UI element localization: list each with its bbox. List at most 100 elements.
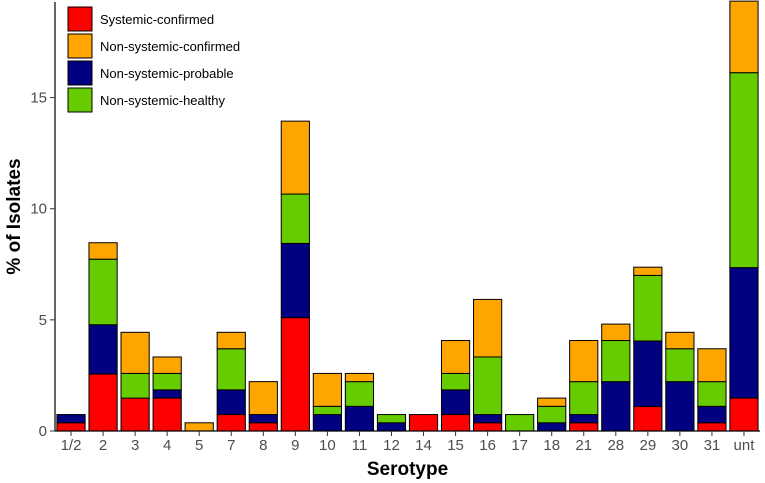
bar-9-non-systemic-confirmed [280,120,310,195]
bar-8-non-systemic-confirmed [248,381,278,416]
legend: Systemic-confirmed Non-systemic-confirmed… [67,6,240,113]
bar-7-non-systemic-confirmed [216,331,246,350]
bar-29-systemic-confirmed [633,406,663,432]
bar-29-non-systemic-confirmed [633,266,663,276]
bar-31-systemic-confirmed [697,422,727,432]
legend-swatch [67,87,93,113]
y-ticks: 0 5 10 15 [30,90,55,440]
y-axis-title: % of Isolates [4,158,25,274]
x-tick-label: 5 [195,437,203,454]
x-tick-label: 17 [511,437,528,454]
bar-5-non-systemic-confirmed [184,422,214,432]
bar-18-non-systemic-probable [537,422,567,432]
bar-15-non-systemic-confirmed [440,340,471,374]
bar-12-non-systemic-probable [376,422,407,432]
x-ticks: 1/2 2 3 4 5 7 8 9 10 11 12 14 15 16 17 18 21 28 29 30 31 unt [61,431,756,454]
bar-21-non-systemic-probable [569,414,599,424]
bar-31-non-systemic-confirmed [697,348,727,383]
x-tick-label: 12 [383,437,400,454]
bar-2-non-systemic-probable [88,324,118,375]
x-tick-label: 16 [479,437,496,454]
x-tick-label: 3 [131,437,139,454]
bar-18-non-systemic-healthy [537,405,567,424]
y-tick-label: 0 [39,423,47,440]
bar-31-non-systemic-healthy [697,381,727,407]
legend-swatch [67,60,93,86]
bar-7-systemic-confirmed [216,414,246,432]
x-tick-label: 2 [99,437,107,454]
bars-layer [56,0,759,432]
x-tick-label: 31 [704,437,721,454]
x-tick-label: 18 [543,437,560,454]
bar-10-non-systemic-confirmed [312,372,342,407]
bar-29-non-systemic-healthy [633,274,663,342]
legend-swatch [67,33,93,59]
x-tick-label: 9 [291,437,299,454]
y-tick-label: 10 [30,201,47,218]
bar-2-non-systemic-healthy [88,258,118,326]
bar-31-non-systemic-probable [697,405,727,424]
bar-29-non-systemic-probable [633,340,663,408]
bar-1-2-non-systemic-probable [56,414,86,424]
x-tick-label: 7 [227,437,235,454]
y-tick-label: 15 [30,90,47,107]
bar-unt-non-systemic-probable [729,267,759,399]
x-tick-label: 4 [163,437,171,454]
bar-15-non-systemic-healthy [440,372,471,391]
legend-swatch [67,6,93,32]
x-tick-label: 28 [607,437,624,454]
bar-21-non-systemic-confirmed [569,340,599,383]
bar-11-non-systemic-probable [344,405,375,432]
bar-unt-non-systemic-confirmed [729,0,759,74]
bar-8-non-systemic-probable [248,414,278,424]
x-tick-label: 15 [447,437,464,454]
bar-10-non-systemic-probable [312,414,342,432]
bar-9-non-systemic-healthy [280,193,310,244]
bar-16-systemic-confirmed [473,422,503,432]
bar-16-non-systemic-probable [473,414,503,424]
bar-11-non-systemic-confirmed [344,372,375,383]
bar-11-non-systemic-healthy [344,381,375,407]
bar-16-non-systemic-confirmed [473,298,503,358]
bar-8-systemic-confirmed [248,422,278,432]
axes-layer [54,2,760,432]
x-tick-label: 10 [319,437,336,454]
bar-unt-non-systemic-healthy [729,72,759,269]
x-tick-label: 29 [639,437,656,454]
bar-2-non-systemic-confirmed [88,242,118,260]
bar-3-non-systemic-healthy [120,372,150,399]
bar-15-systemic-confirmed [440,414,471,432]
bar-7-non-systemic-healthy [216,348,246,391]
bar-17-non-systemic-healthy [505,414,535,432]
bar-15-non-systemic-probable [440,389,471,416]
bar-9-systemic-confirmed [280,317,310,432]
x-tick-label: 30 [672,437,689,454]
bar-4-non-systemic-probable [152,389,182,399]
bar-30-non-systemic-healthy [665,348,695,383]
bar-4-non-systemic-confirmed [152,356,182,374]
bar-1-2-systemic-confirmed [56,422,86,432]
bar-28-non-systemic-confirmed [601,323,631,342]
bar-30-non-systemic-confirmed [665,331,695,350]
bar-28-non-systemic-probable [601,381,631,432]
bar-21-systemic-confirmed [569,422,599,432]
x-tick-label: 8 [259,437,267,454]
bar-7-non-systemic-probable [216,389,246,416]
legend-label: Systemic-confirmed [100,12,214,27]
bar-3-non-systemic-confirmed [120,331,150,374]
y-tick-label: 5 [39,312,47,329]
x-tick-label: unt [734,437,756,454]
bar-21-non-systemic-healthy [569,381,599,416]
bar-4-non-systemic-healthy [152,372,182,391]
legend-label: Non-systemic-healthy [100,93,225,108]
x-tick-label: 14 [415,437,432,454]
bar-4-systemic-confirmed [152,397,182,432]
legend-label: Non-systemic-probable [100,66,234,81]
bar-9-non-systemic-probable [280,242,310,319]
bar-10-non-systemic-healthy [312,405,342,416]
bar-18-non-systemic-confirmed [537,397,567,407]
bar-2-systemic-confirmed [88,373,118,432]
x-tick-label: 11 [352,437,368,454]
bar-16-non-systemic-healthy [473,356,503,416]
